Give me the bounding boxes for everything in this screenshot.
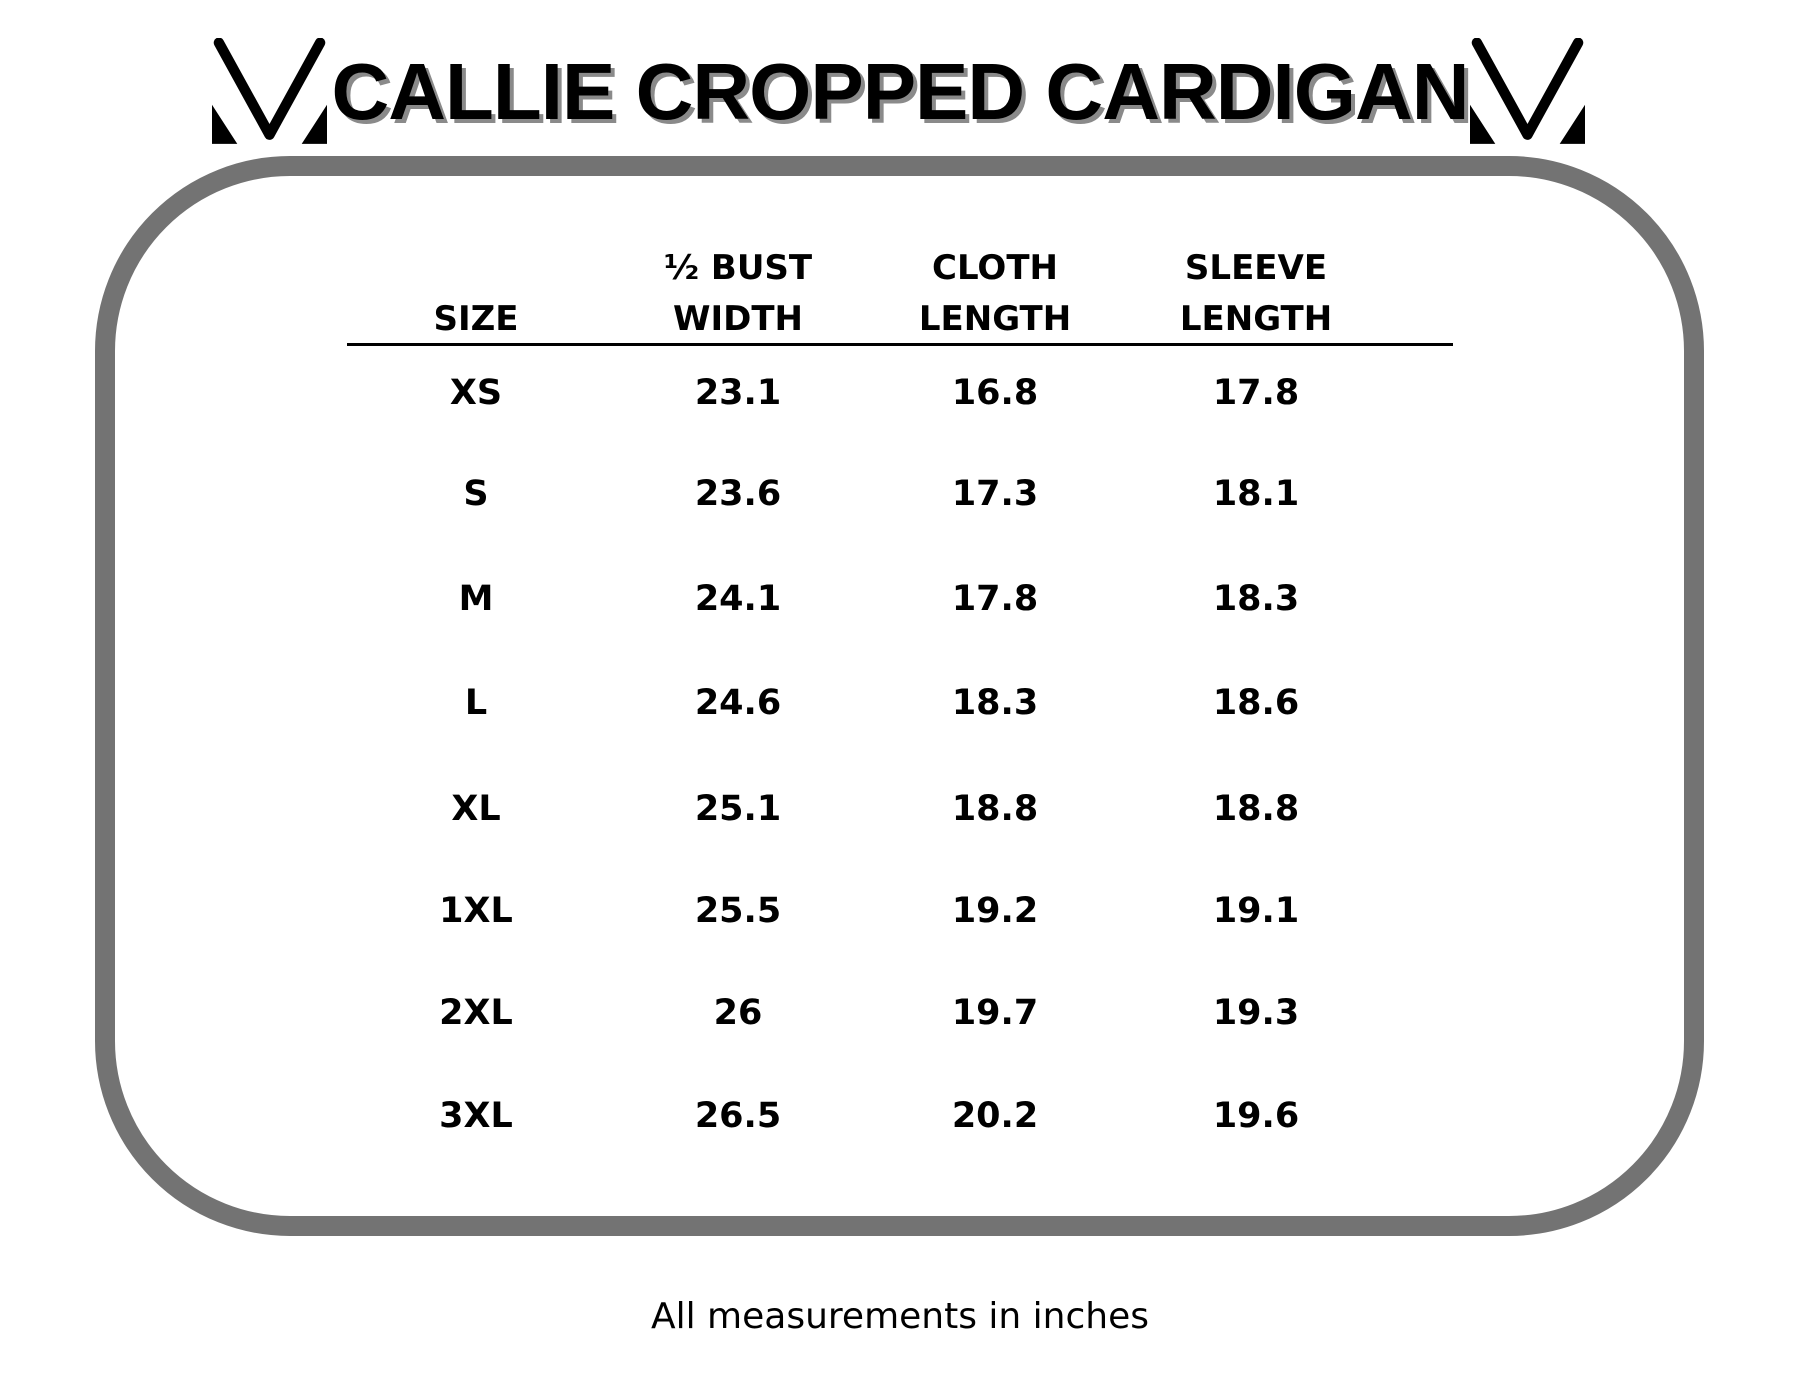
measurement-cell: 24.6 <box>694 683 782 723</box>
brand-logo-icon <box>212 38 327 144</box>
size-label: 1XL <box>439 891 513 931</box>
measurement-cell: 18.3 <box>951 683 1039 723</box>
measurement-cell: 26.5 <box>694 1096 782 1136</box>
size-label: 3XL <box>439 1096 513 1136</box>
column-header: SLEEVE <box>1184 248 1328 288</box>
measurement-cell: 17.8 <box>951 579 1039 619</box>
measurement-cell: 17.3 <box>951 474 1039 514</box>
measurement-cell: 19.2 <box>951 891 1039 931</box>
measurement-cell: 19.1 <box>1212 891 1300 931</box>
header-divider <box>347 343 1453 346</box>
size-chart-frame <box>95 156 1704 1236</box>
size-label: XS <box>449 373 503 413</box>
measurement-cell: 18.6 <box>1212 683 1300 723</box>
size-label: 2XL <box>439 993 513 1033</box>
measurement-cell: 24.1 <box>694 579 782 619</box>
measurement-cell: 23.6 <box>694 474 782 514</box>
column-header: LENGTH <box>1179 299 1333 339</box>
page-title: CALLIE CROPPED CARDIGAN <box>331 47 1469 136</box>
measurement-cell: 23.1 <box>694 373 782 413</box>
column-header: SIZE <box>433 299 519 339</box>
size-label: M <box>458 579 494 619</box>
measurement-cell: 18.3 <box>1212 579 1300 619</box>
measurement-cell: 25.5 <box>694 891 782 931</box>
measurement-cell: 16.8 <box>951 373 1039 413</box>
measurement-note: All measurements in inches <box>650 1296 1150 1337</box>
size-label: XL <box>451 789 501 829</box>
measurement-cell: 26 <box>713 993 763 1033</box>
size-label: L <box>464 683 488 723</box>
measurement-cell: 19.7 <box>951 993 1039 1033</box>
column-header: LENGTH <box>918 299 1072 339</box>
measurement-cell: 18.8 <box>1212 789 1300 829</box>
measurement-cell: 18.1 <box>1212 474 1300 514</box>
size-label: S <box>463 474 489 514</box>
column-header: CLOTH <box>932 248 1058 288</box>
measurement-cell: 20.2 <box>951 1096 1039 1136</box>
brand-logo-icon <box>1470 38 1585 144</box>
measurement-cell: 25.1 <box>694 789 782 829</box>
measurement-cell: 17.8 <box>1212 373 1300 413</box>
column-header: WIDTH <box>672 299 804 339</box>
measurement-cell: 19.6 <box>1212 1096 1300 1136</box>
measurement-cell: 19.3 <box>1212 993 1300 1033</box>
column-header: ½ BUST <box>663 248 813 288</box>
measurement-cell: 18.8 <box>951 789 1039 829</box>
